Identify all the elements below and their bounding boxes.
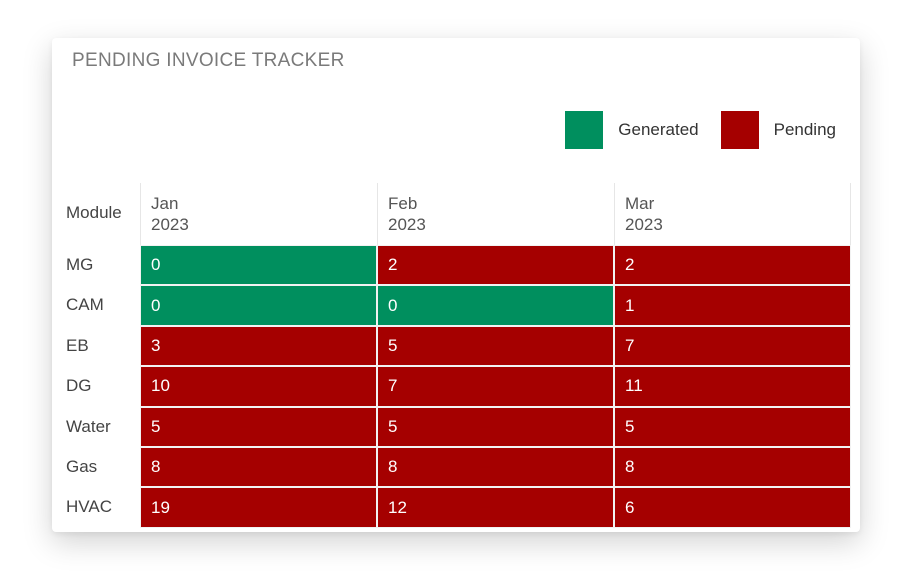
matrix-cell[interactable]: 8 <box>140 447 377 488</box>
matrix-cell[interactable]: 8 <box>614 447 851 488</box>
matrix-cell[interactable]: 6 <box>614 487 851 528</box>
month-header-year: 2023 <box>625 215 663 234</box>
matrix-cell[interactable]: 5 <box>377 325 614 367</box>
legend-item-pending[interactable]: Pending <box>720 111 836 149</box>
legend: Generated Pending <box>543 111 836 149</box>
month-header-year: 2023 <box>388 215 426 234</box>
row-label: DG <box>66 376 92 396</box>
matrix-cell[interactable]: 7 <box>377 366 614 407</box>
month-header-year: 2023 <box>151 215 189 234</box>
matrix-cell[interactable]: 19 <box>140 487 377 528</box>
matrix-cell[interactable]: 1 <box>614 285 851 326</box>
month-header-mar: Mar 2023 <box>614 183 851 245</box>
legend-swatch-pending <box>720 111 759 149</box>
matrix-cell[interactable]: 12 <box>377 487 614 528</box>
row-label: HVAC <box>66 497 112 517</box>
row-label: MG <box>66 255 94 274</box>
matrix-cell[interactable]: 5 <box>140 406 377 447</box>
matrix-cell[interactable]: 11 <box>614 366 851 407</box>
month-header-month: Jan <box>151 194 179 213</box>
row-label: CAM <box>66 295 104 315</box>
matrix-cell[interactable]: 2 <box>377 245 614 286</box>
matrix-cell[interactable]: 5 <box>614 406 851 447</box>
matrix-cell[interactable]: 8 <box>377 447 614 488</box>
invoice-tracker-card: PENDING INVOICE TRACKER Generated Pendin… <box>52 38 860 532</box>
legend-item-generated[interactable]: Generated <box>565 111 699 149</box>
module-column-header: Module <box>66 203 122 222</box>
card-title: PENDING INVOICE TRACKER <box>72 50 345 71</box>
legend-label-pending: Pending <box>773 120 836 139</box>
row-label: EB <box>66 335 89 355</box>
matrix-cell[interactable]: 0 <box>140 245 377 286</box>
legend-swatch-generated <box>565 111 604 149</box>
matrix-cell[interactable]: 7 <box>614 325 851 367</box>
month-header-jan: Jan 2023 <box>140 183 377 245</box>
matrix-cell[interactable]: 5 <box>377 406 614 447</box>
legend-label-generated: Generated <box>618 120 699 139</box>
matrix-cell[interactable]: 3 <box>140 325 377 367</box>
matrix-cell[interactable]: 2 <box>614 245 851 286</box>
month-header-month: Mar <box>625 194 655 213</box>
matrix-cell[interactable]: 0 <box>140 285 377 326</box>
header-row: Module Jan 2023 Feb 2023 Mar 2023 <box>52 183 860 245</box>
row-label: Gas <box>66 457 98 476</box>
month-header-month: Feb <box>388 194 418 213</box>
matrix-cell[interactable]: 10 <box>140 366 377 407</box>
row-label: Water <box>66 416 111 436</box>
month-header-feb: Feb 2023 <box>377 183 614 245</box>
matrix-cell[interactable]: 0 <box>377 285 614 326</box>
